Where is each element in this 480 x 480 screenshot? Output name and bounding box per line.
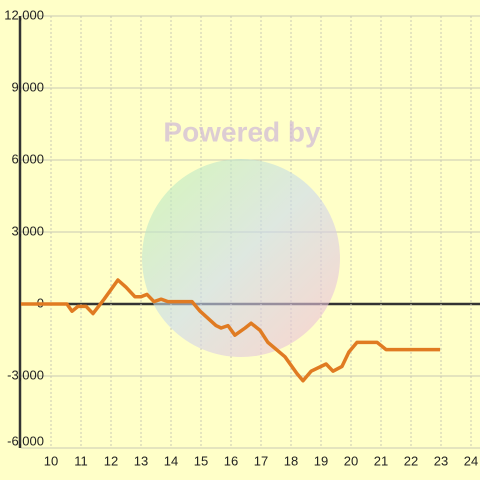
- x-tick-label: 21: [374, 453, 388, 468]
- x-tick-label: 15: [194, 453, 208, 468]
- watermark-logo: [142, 159, 340, 357]
- y-tick-label: 12,000: [4, 7, 44, 22]
- y-tick-label: 3,000: [11, 223, 44, 238]
- y-tick-label: 9,000: [11, 79, 44, 94]
- x-tick-label: 14: [164, 453, 178, 468]
- data-line: [21, 278, 441, 383]
- y-tick-label: 6,000: [11, 151, 44, 166]
- x-tick-label: 22: [404, 453, 418, 468]
- x-tick-label: 17: [254, 453, 268, 468]
- x-tick-label: 10: [44, 453, 58, 468]
- x-tick-label: 18: [284, 453, 298, 468]
- x-tick-label: 12: [104, 453, 118, 468]
- watermark: Powered by: [163, 116, 321, 147]
- x-tick-label: 13: [134, 453, 148, 468]
- x-tick-label: 24: [464, 453, 478, 468]
- x-tick-label: 16: [224, 453, 238, 468]
- x-tick-label: 19: [314, 453, 328, 468]
- y-tick-label: -3,000: [7, 367, 44, 382]
- x-tick-label: 23: [434, 453, 448, 468]
- x-tick-label: 11: [74, 453, 88, 468]
- x-tick-label: 20: [344, 453, 358, 468]
- y-tick-label: -6,000: [7, 433, 44, 448]
